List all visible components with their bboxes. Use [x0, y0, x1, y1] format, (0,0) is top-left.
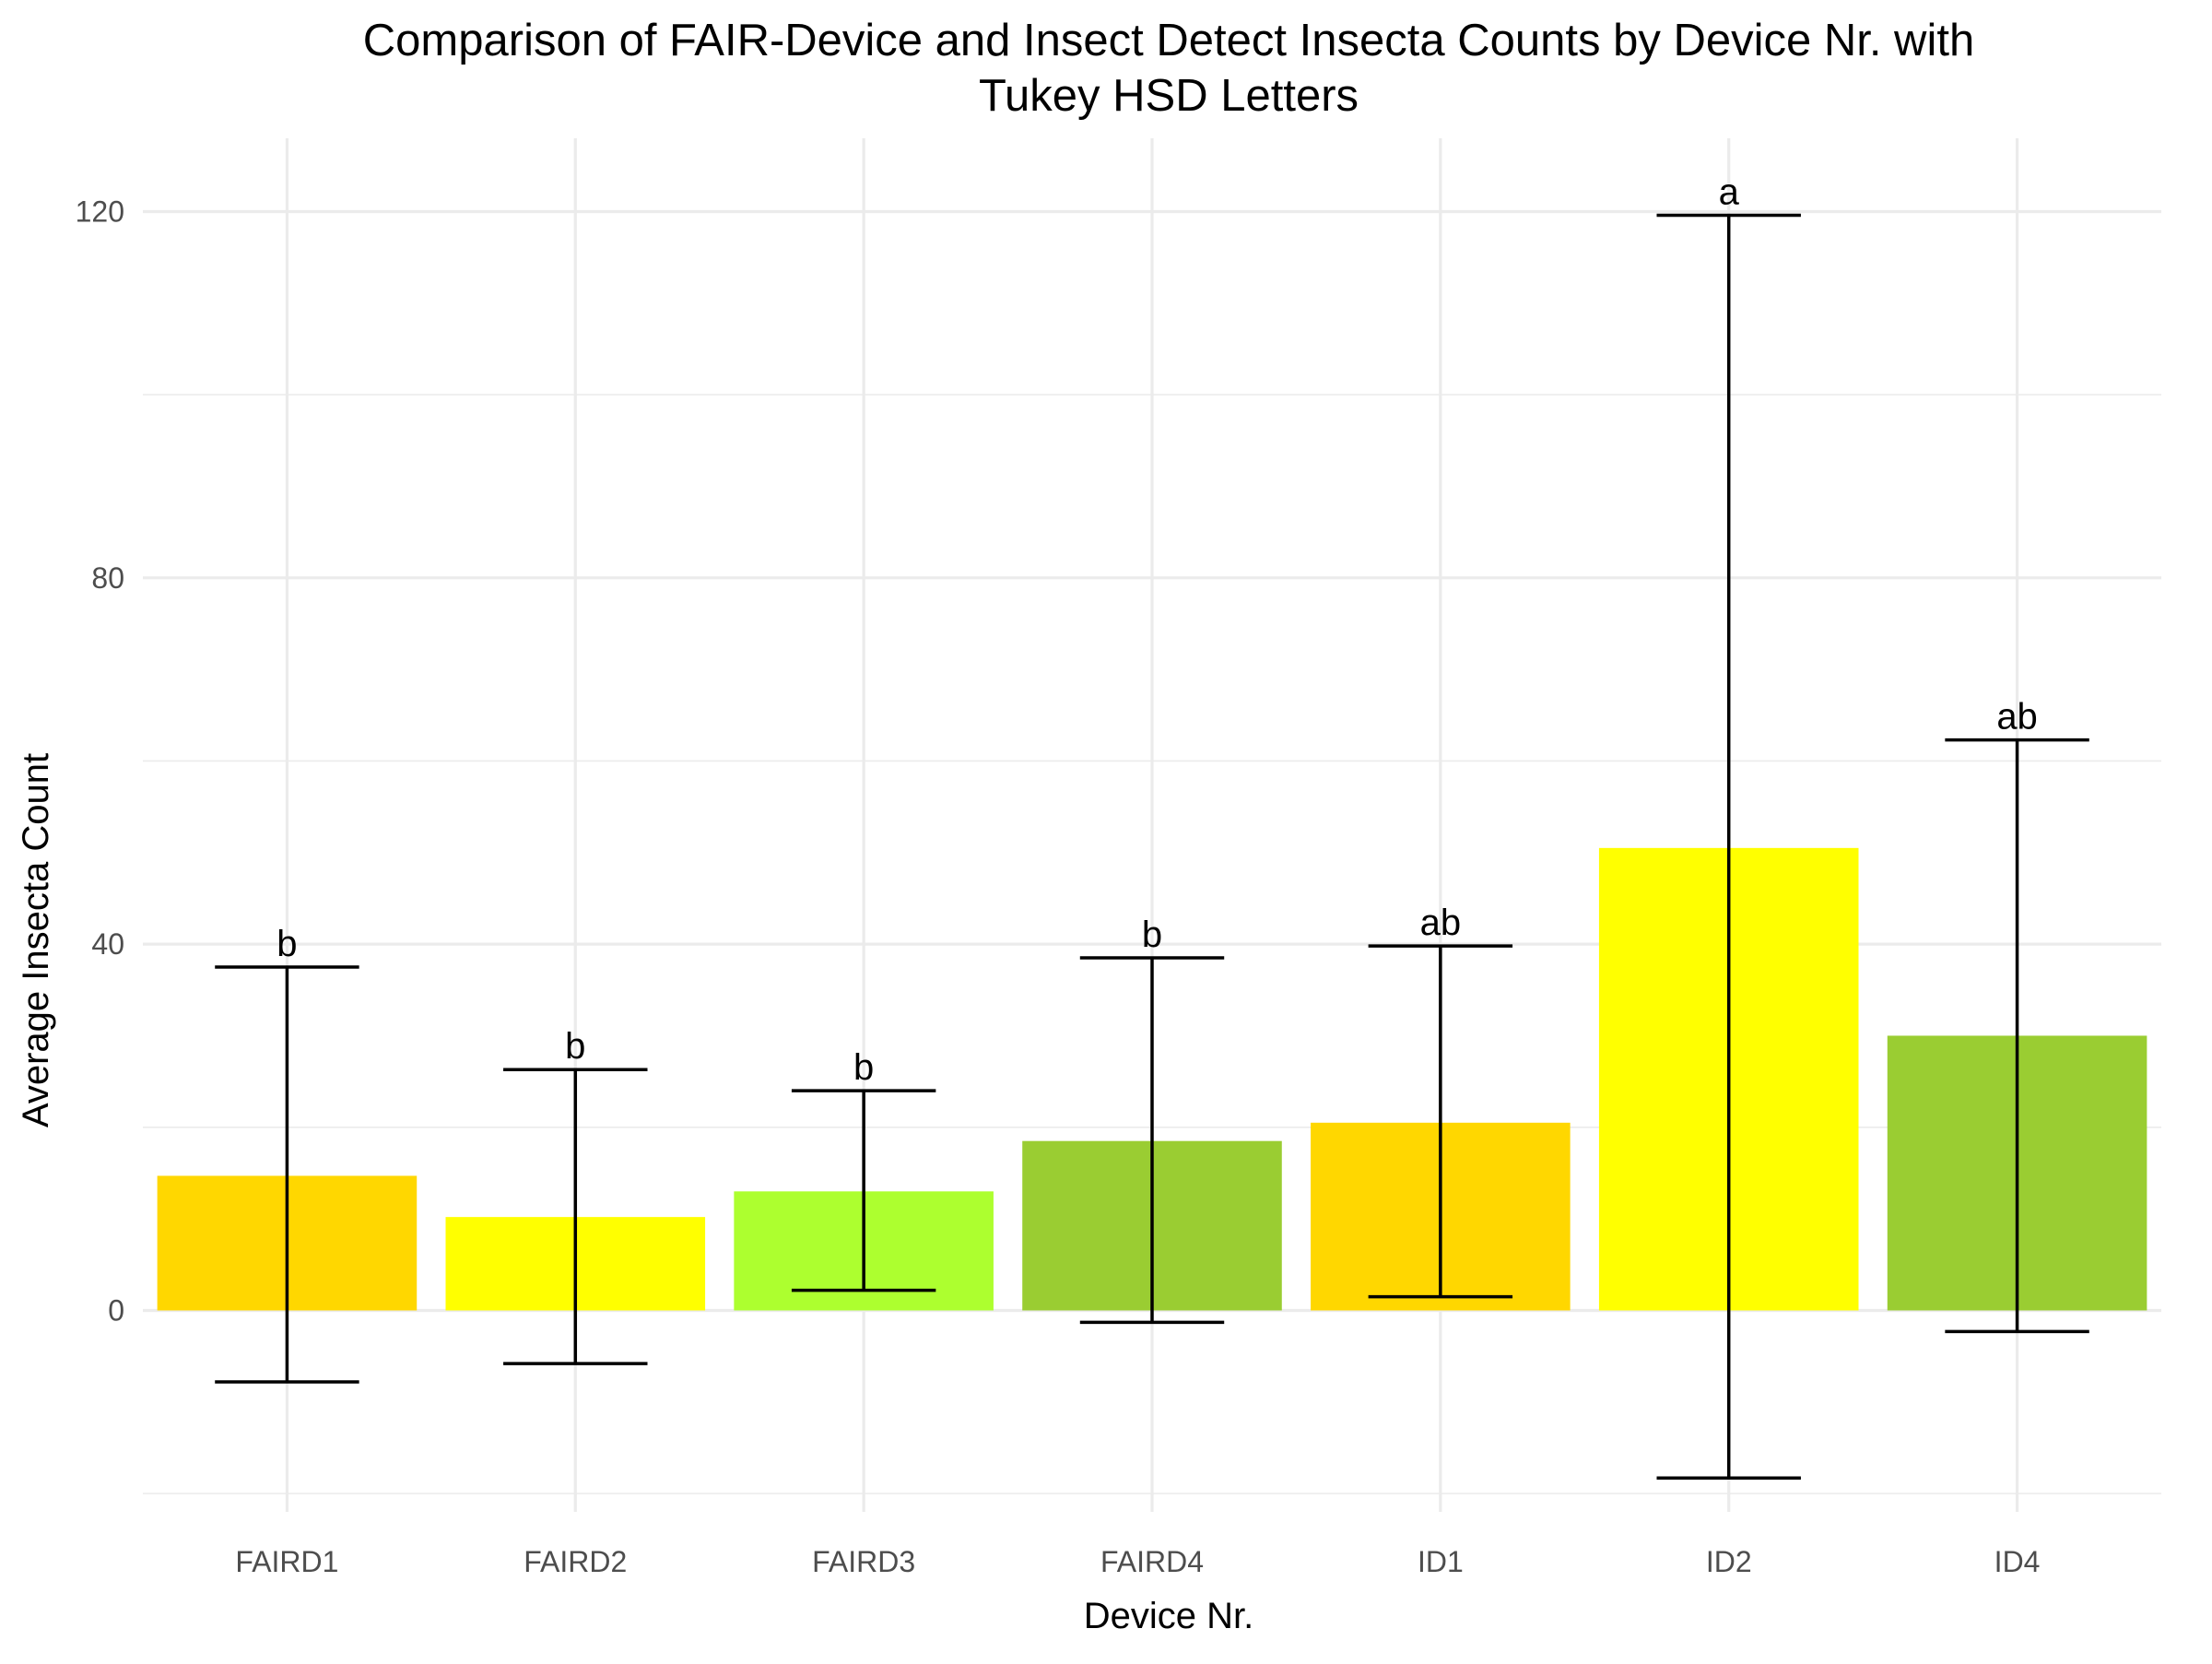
tukey-letter-id1: ab [1420, 903, 1462, 943]
tukey-letter-id4: ab [1996, 697, 2038, 738]
tukey-letter-faird4: b [1142, 915, 1162, 955]
y-tick-label: 40 [91, 927, 124, 961]
y-tick-label: 120 [76, 195, 124, 228]
y-tick-label: 80 [91, 561, 124, 595]
error-bars [215, 213, 2089, 1480]
error-bar-id4 [1945, 738, 2089, 1334]
x-axis-title: Device Nr. [1084, 1596, 1254, 1636]
error-bar-id1 [1368, 944, 1513, 1299]
tukey-letter-faird3: b [853, 1047, 874, 1088]
x-tick-label: ID4 [1994, 1545, 2041, 1578]
chart-title-line-2: Tukey HSD Letters [979, 71, 1359, 121]
tukey-letter-id2: a [1719, 171, 1740, 212]
error-bar-faird4 [1079, 956, 1225, 1325]
x-tick-label: FAIRD2 [524, 1545, 627, 1578]
tukey-letter-faird2: b [565, 1026, 585, 1067]
error-bar-id2 [1656, 213, 1801, 1480]
tukey-letter-faird1: b [276, 924, 297, 964]
y-axis-title: Average Insecta Count [16, 753, 56, 1127]
error-bar-faird2 [503, 1068, 648, 1365]
x-tick-label: ID2 [1706, 1545, 1752, 1578]
x-tick-label: FAIRD3 [812, 1545, 915, 1578]
error-bar-faird3 [791, 1089, 936, 1292]
x-tick-label: FAIRD4 [1100, 1545, 1204, 1578]
x-axis-ticks: FAIRD1 FAIRD2 FAIRD3 FAIRD4 ID1 ID2 ID4 [235, 1545, 2040, 1578]
error-bar-faird1 [215, 965, 359, 1384]
y-axis-ticks: 0 40 80 120 [76, 195, 124, 1327]
x-tick-label: FAIRD1 [235, 1545, 338, 1578]
tukey-letters: b b b b ab a ab [276, 171, 2038, 1088]
y-tick-label: 0 [108, 1293, 124, 1327]
x-tick-label: ID1 [1418, 1545, 1464, 1578]
chart-title-line-1: Comparison of FAIR-Device and Insect Det… [363, 16, 1974, 65]
